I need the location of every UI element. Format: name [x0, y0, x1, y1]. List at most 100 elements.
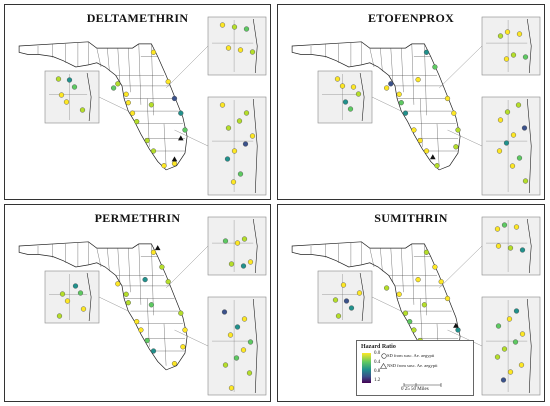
county-boundary — [424, 43, 427, 116]
sample-site-marker — [501, 346, 508, 352]
sample-site-marker — [249, 49, 256, 55]
florida-outline — [291, 41, 461, 171]
county-boundary — [390, 248, 394, 282]
panel-permethrin: PERMETHRIN — [4, 204, 271, 402]
sample-site-marker — [444, 295, 451, 302]
sample-site-marker — [230, 179, 237, 185]
inset-coastline — [86, 72, 92, 122]
sample-site-marker — [519, 331, 526, 337]
county-boundary — [411, 43, 415, 105]
sample-site-marker — [161, 163, 167, 169]
legend-title: Hazard Ratio — [361, 344, 396, 350]
legend-tick: 0.4 — [374, 360, 381, 365]
sample-site-marker — [123, 91, 129, 97]
nsd-triangle-marker — [154, 245, 161, 251]
sample-site-marker — [247, 259, 254, 265]
inset-leader-line — [371, 96, 402, 112]
inset-leader-line — [98, 296, 129, 312]
sample-site-marker — [125, 100, 131, 106]
sample-site-marker — [411, 327, 417, 333]
sample-site-marker — [516, 31, 523, 37]
sample-site-marker — [339, 83, 346, 89]
circle-symbol-icon — [381, 353, 387, 359]
sample-site-marker — [125, 300, 131, 306]
sample-site-marker — [71, 84, 78, 90]
sample-site-marker — [504, 109, 511, 115]
sample-site-marker — [506, 316, 513, 322]
sample-site-marker — [66, 77, 73, 83]
florida-outline — [18, 241, 188, 371]
sample-site-marker — [150, 348, 157, 354]
sample-site-marker — [224, 156, 231, 162]
sample-site-marker — [110, 85, 117, 91]
sample-site-marker — [249, 133, 256, 139]
inset-leader-line — [438, 45, 483, 89]
sample-site-marker — [219, 102, 226, 108]
inset-frame — [481, 96, 541, 196]
sample-site-marker — [150, 148, 157, 154]
scale-bar-icon — [403, 383, 442, 387]
sample-site-marker — [246, 370, 253, 376]
county-boundary — [128, 48, 131, 93]
sample-site-marker — [455, 327, 461, 333]
inset-coastline — [252, 298, 258, 394]
map-svg — [18, 16, 267, 196]
sample-site-marker — [144, 137, 150, 144]
sample-site-marker — [234, 240, 241, 246]
sample-site-marker — [423, 148, 430, 154]
sample-site-marker — [237, 171, 244, 177]
sample-site-marker — [241, 236, 248, 242]
sample-site-marker — [503, 140, 510, 146]
sample-site-marker — [150, 49, 157, 55]
county-boundary — [436, 123, 440, 166]
sample-site-marker — [503, 56, 510, 62]
sample-site-marker — [182, 327, 188, 333]
county-boundary — [163, 323, 167, 366]
sample-site-marker — [178, 310, 184, 316]
sample-site-marker — [347, 106, 354, 112]
county-boundary — [401, 248, 404, 293]
inset-frame — [207, 96, 267, 196]
inset-leader-line — [174, 329, 209, 347]
inset-frame — [207, 216, 267, 276]
nsd-triangle-marker — [430, 154, 436, 160]
sample-site-marker — [343, 298, 350, 304]
sample-site-marker — [432, 64, 438, 70]
inset-leader-line — [165, 245, 209, 289]
sample-site-marker — [115, 281, 121, 287]
sample-site-marker — [227, 332, 234, 338]
sample-site-marker — [219, 22, 226, 28]
inset-coastline — [359, 272, 365, 322]
inset-coastline — [526, 18, 532, 74]
sample-site-marker — [165, 79, 171, 85]
inset-leader-line — [371, 296, 402, 312]
sample-site-marker — [507, 245, 514, 251]
sample-site-marker — [423, 49, 430, 55]
sample-site-marker — [58, 92, 65, 98]
sample-site-marker — [501, 222, 508, 228]
sample-site-marker — [516, 155, 523, 161]
sample-site-marker — [388, 81, 394, 87]
sample-site-marker — [513, 308, 520, 314]
sample-site-marker — [356, 290, 363, 296]
sample-site-marker — [148, 302, 155, 308]
sample-site-marker — [80, 306, 87, 312]
inset-coastline — [526, 218, 532, 274]
sample-site-marker — [63, 99, 70, 105]
sample-site-marker — [522, 178, 529, 184]
sample-site-marker — [522, 54, 529, 60]
sample-site-marker — [415, 76, 421, 83]
county-boundary — [369, 248, 375, 268]
county-boundary — [107, 48, 110, 72]
county-boundary — [411, 243, 415, 305]
sample-site-marker — [515, 102, 522, 108]
inset-coastline — [252, 18, 258, 74]
sample-site-marker — [142, 276, 148, 283]
county-boundary — [380, 248, 383, 272]
county-boundary — [390, 48, 394, 82]
sample-site-marker — [500, 377, 507, 383]
county-boundary — [107, 248, 110, 272]
sample-site-marker — [236, 118, 243, 124]
county-boundary — [96, 48, 102, 68]
inset-frame — [481, 16, 541, 76]
